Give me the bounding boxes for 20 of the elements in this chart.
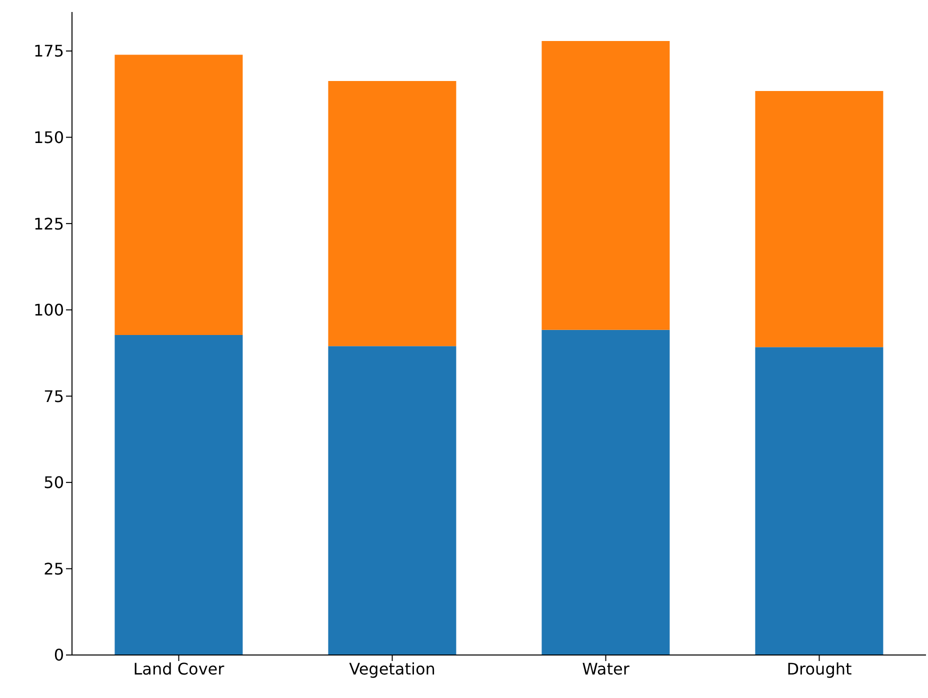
- bar: [755, 91, 884, 348]
- bar: [542, 40, 670, 330]
- bar: [114, 335, 243, 655]
- bar: [328, 346, 456, 655]
- bar: [328, 81, 456, 346]
- bar: [755, 347, 884, 655]
- y-tick-label: 0: [54, 646, 64, 665]
- x-tick-label: Vegetation: [349, 659, 436, 678]
- x-tick-label: Water: [582, 659, 630, 678]
- y-tick-label: 25: [44, 559, 64, 578]
- y-tick-label: 175: [33, 42, 64, 61]
- bar: [542, 330, 670, 655]
- y-tick-label: 75: [44, 386, 64, 406]
- y-tick-label: 150: [33, 128, 64, 147]
- x-tick-label: Land Cover: [133, 659, 225, 678]
- x-tick-label: Drought: [786, 659, 852, 678]
- bar: [114, 54, 243, 336]
- y-tick-label: 100: [33, 300, 64, 320]
- y-tick-label: 50: [44, 473, 64, 492]
- y-tick-label: 125: [33, 214, 64, 234]
